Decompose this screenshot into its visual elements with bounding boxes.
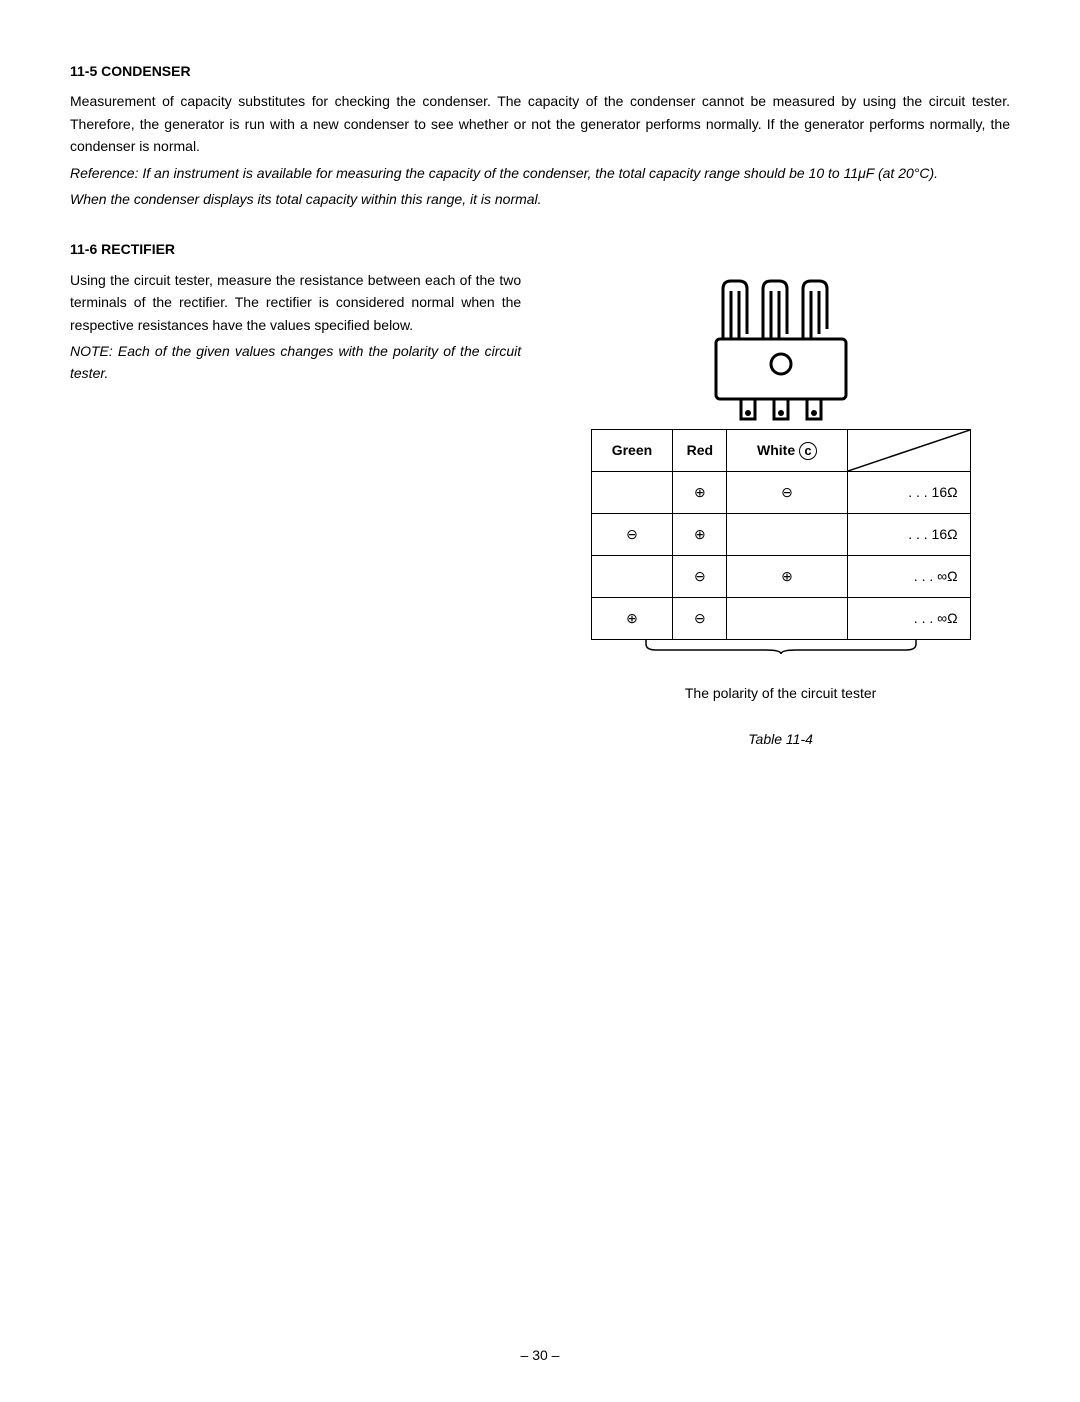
rectifier-p1: Using the circuit tester, measure the re… [70, 269, 521, 336]
bracket-icon [641, 638, 921, 654]
heading-11-5: 11-5 CONDENSER [70, 60, 1010, 82]
r3val: . . . ∞Ω [847, 555, 970, 597]
r4c1: ⊕ [591, 597, 673, 639]
r4c2: ⊖ [673, 597, 727, 639]
circled-c-icon: c [799, 442, 817, 460]
r1c3: ⊖ [727, 471, 847, 513]
th-green: Green [591, 429, 673, 471]
condenser-p1: Measurement of capacity substitutes for … [70, 90, 1010, 157]
th-white: White c [727, 429, 847, 471]
r1c1 [591, 471, 673, 513]
r3c2: ⊖ [673, 555, 727, 597]
rectifier-diagram [681, 269, 881, 429]
rectifier-table: Green Red White c ⊕ ⊖ . . . 16Ω ⊖ ⊕ . . … [591, 429, 971, 640]
heading-11-6: 11-6 RECTIFIER [70, 238, 1010, 260]
th-diagonal [847, 429, 970, 471]
r3c3: ⊕ [727, 555, 847, 597]
r2c3 [727, 513, 847, 555]
rectifier-note: NOTE: Each of the given values changes w… [70, 340, 521, 385]
r3c1 [591, 555, 673, 597]
r1c2: ⊕ [673, 471, 727, 513]
condenser-reference: Reference: If an instrument is available… [70, 162, 1010, 184]
r4c3 [727, 597, 847, 639]
page-number: – 30 – [0, 1344, 1080, 1366]
th-white-text: White [757, 442, 799, 458]
r2c1: ⊖ [591, 513, 673, 555]
th-red: Red [673, 429, 727, 471]
condenser-reference-2: When the condenser displays its total ca… [70, 188, 1010, 210]
polarity-label: The polarity of the circuit tester [685, 682, 876, 704]
r1val: . . . 16Ω [847, 471, 970, 513]
r2val: . . . 16Ω [847, 513, 970, 555]
table-label: Table 11-4 [748, 728, 813, 750]
r2c2: ⊕ [673, 513, 727, 555]
r4val: . . . ∞Ω [847, 597, 970, 639]
